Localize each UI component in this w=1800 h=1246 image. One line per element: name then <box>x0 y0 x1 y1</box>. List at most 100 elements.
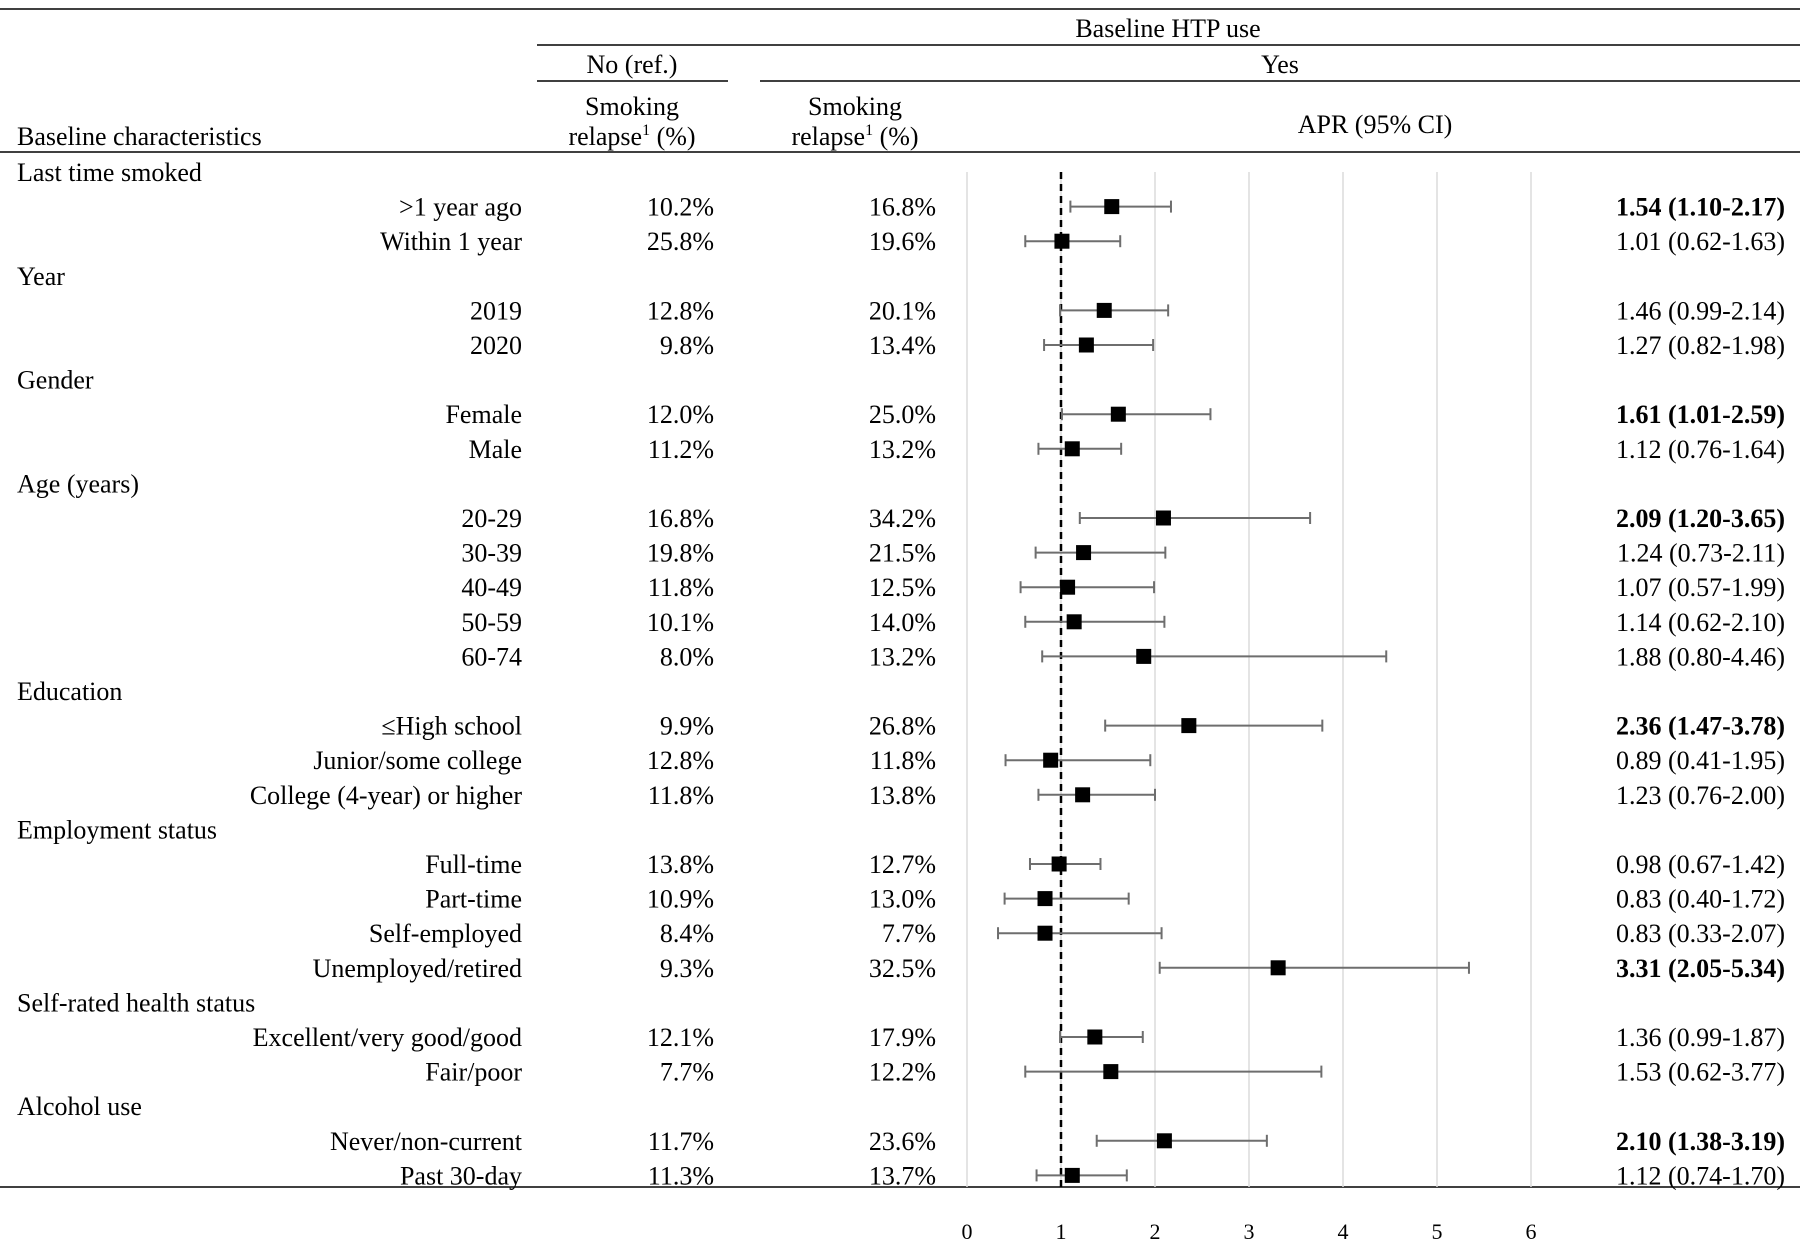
yes-relapse-value: 20.1% <box>869 296 936 325</box>
point-estimate-marker <box>1087 1029 1103 1045</box>
apr-ci-value: 0.83 (0.40-1.72) <box>1616 885 1785 914</box>
point-estimate-marker <box>1155 510 1171 526</box>
point-estimate-marker <box>1064 1167 1080 1183</box>
x-tick-label: 5 <box>1432 1219 1443 1244</box>
x-tick-label: 2 <box>1150 1219 1161 1244</box>
x-axis-ticks: 0 1 2 3 4 5 6 <box>962 1219 1537 1244</box>
point-estimate-marker <box>1075 787 1091 803</box>
apr-ci-value: 1.07 (0.57-1.99) <box>1616 573 1785 602</box>
row-label: College (4-year) or higher <box>250 781 523 810</box>
table-row: 30-39 19.8% 21.5% 1.24 (0.73-2.11) <box>461 539 1785 568</box>
yes-relapse-value: 19.6% <box>869 227 936 256</box>
apr-ci-value: 0.89 (0.41-1.95) <box>1616 746 1785 775</box>
no-relapse-value: 9.3% <box>660 954 714 983</box>
apr-ci-value: 1.14 (0.62-2.10) <box>1616 608 1785 637</box>
no-relapse-value: 12.8% <box>647 746 714 775</box>
point-estimate-marker <box>1270 960 1286 976</box>
table-row: 2019 12.8% 20.1% 1.46 (0.99-2.14) <box>470 296 1785 325</box>
no-relapse-value: 10.9% <box>647 885 714 914</box>
yes-relapse-value: 14.0% <box>869 608 936 637</box>
row-label: 30-39 <box>461 539 522 568</box>
apr-ci-value: 1.12 (0.74-1.70) <box>1616 1161 1785 1190</box>
apr-ci-value: 1.24 (0.73-2.11) <box>1617 539 1785 568</box>
point-estimate-marker <box>1110 406 1126 422</box>
apr-ci-value: 2.10 (1.38-3.19) <box>1616 1127 1785 1156</box>
row-label: 2019 <box>470 296 522 325</box>
header-apr-ci: APR (95% CI) <box>1298 110 1453 139</box>
apr-ci-value: 1.36 (0.99-1.87) <box>1616 1023 1785 1052</box>
no-relapse-value: 11.2% <box>648 435 714 464</box>
x-tick-label: 6 <box>1526 1219 1537 1244</box>
table-row: Within 1 year 25.8% 19.6% 1.01 (0.62-1.63) <box>380 227 1785 256</box>
point-estimate-marker <box>1103 1064 1119 1080</box>
x-tick-label: 3 <box>1244 1219 1255 1244</box>
group-label: Alcohol use <box>17 1092 142 1121</box>
header-no-ref: No (ref.) <box>587 50 678 79</box>
row-label: Past 30-day <box>400 1161 522 1190</box>
yes-relapse-value: 34.2% <box>869 504 936 533</box>
yes-relapse-value: 11.8% <box>870 746 936 775</box>
apr-ci-value: 1.23 (0.76-2.00) <box>1616 781 1785 810</box>
point-estimate-marker <box>1096 302 1112 318</box>
table-row: 50-59 10.1% 14.0% 1.14 (0.62-2.10) <box>461 608 1785 637</box>
group-row: Last time smoked <box>17 158 202 187</box>
table-row: 20-29 16.8% 34.2% 2.09 (1.20-3.65) <box>461 504 1785 533</box>
table-row: Never/non-current 11.7% 23.6% 2.10 (1.38-3.… <box>330 1127 1785 1156</box>
group-row: Age (years) <box>17 469 139 498</box>
apr-ci-value: 1.54 (1.10-2.17) <box>1616 193 1785 222</box>
header-yes: Yes <box>1261 50 1299 79</box>
no-relapse-value: 12.8% <box>647 296 714 325</box>
apr-ci-value: 1.61 (1.01-2.59) <box>1616 400 1785 429</box>
row-label: 50-59 <box>461 608 522 637</box>
table-row: 40-49 11.8% 12.5% 1.07 (0.57-1.99) <box>461 573 1785 602</box>
apr-ci-value: 3.31 (2.05-5.34) <box>1616 954 1785 983</box>
no-relapse-value: 10.2% <box>647 193 714 222</box>
no-relapse-value: 10.1% <box>647 608 714 637</box>
header-yes-smoking-label: Smoking <box>808 92 902 121</box>
superscript-1: 1 <box>865 122 873 139</box>
point-estimate-marker <box>1066 614 1082 630</box>
point-estimate-marker <box>1064 441 1080 457</box>
row-label: 40-49 <box>461 573 522 602</box>
header-baseline-characteristics: Baseline characteristics <box>17 122 262 151</box>
no-relapse-value: 11.7% <box>648 1127 714 1156</box>
point-estimate-marker <box>1076 545 1092 561</box>
table-row: ≤High school 9.9% 26.8% 2.36 (1.47-3.78) <box>381 712 1785 741</box>
point-estimate-marker <box>1054 233 1070 249</box>
apr-ci-value: 2.36 (1.47-3.78) <box>1616 712 1785 741</box>
apr-ci-value: 1.01 (0.62-1.63) <box>1616 227 1785 256</box>
group-label: Self-rated health status <box>17 988 255 1017</box>
row-label: Never/non-current <box>330 1127 523 1156</box>
yes-relapse-value: 23.6% <box>869 1127 936 1156</box>
table-row: Unemployed/retired 9.3% 32.5% 3.31 (2.05-5.… <box>313 954 1785 983</box>
group-row: Self-rated health status <box>17 988 255 1017</box>
row-label: Self-employed <box>369 919 522 948</box>
no-relapse-value: 11.3% <box>648 1161 714 1190</box>
yes-relapse-value: 32.5% <box>869 954 936 983</box>
group-row: Gender <box>17 366 94 395</box>
x-tick-label: 4 <box>1338 1219 1349 1244</box>
point-estimate-marker <box>1037 925 1053 941</box>
group-label: Year <box>17 262 65 291</box>
yes-relapse-value: 7.7% <box>882 919 936 948</box>
row-label: >1 year ago <box>399 193 522 222</box>
group-row: Year <box>17 262 65 291</box>
group-label: Education <box>17 677 122 706</box>
table-row: Fair/poor 7.7% 12.2% 1.53 (0.62-3.77) <box>425 1058 1785 1087</box>
yes-relapse-value: 13.4% <box>869 331 936 360</box>
yes-relapse-value: 17.9% <box>869 1023 936 1052</box>
group-label: Last time smoked <box>17 158 202 187</box>
apr-ci-value: 0.98 (0.67-1.42) <box>1616 850 1785 879</box>
yes-relapse-value: 12.7% <box>869 850 936 879</box>
no-relapse-value: 19.8% <box>647 539 714 568</box>
group-label: Employment status <box>17 815 217 844</box>
row-label: Fair/poor <box>425 1058 522 1087</box>
table-rows: Last time smoked >1 year ago 10.2% 16.8% 1.5… <box>17 158 1785 1190</box>
header-yes-relapse-label: relapse1 (%) <box>791 122 918 151</box>
row-label: Full-time <box>425 850 522 879</box>
table-row: >1 year ago 10.2% 16.8% 1.54 (1.10-2.17) <box>399 193 1785 222</box>
point-estimate-marker <box>1051 856 1067 872</box>
no-relapse-value: 13.8% <box>647 850 714 879</box>
point-estimate-marker <box>1060 579 1076 595</box>
yes-relapse-value: 21.5% <box>869 539 936 568</box>
